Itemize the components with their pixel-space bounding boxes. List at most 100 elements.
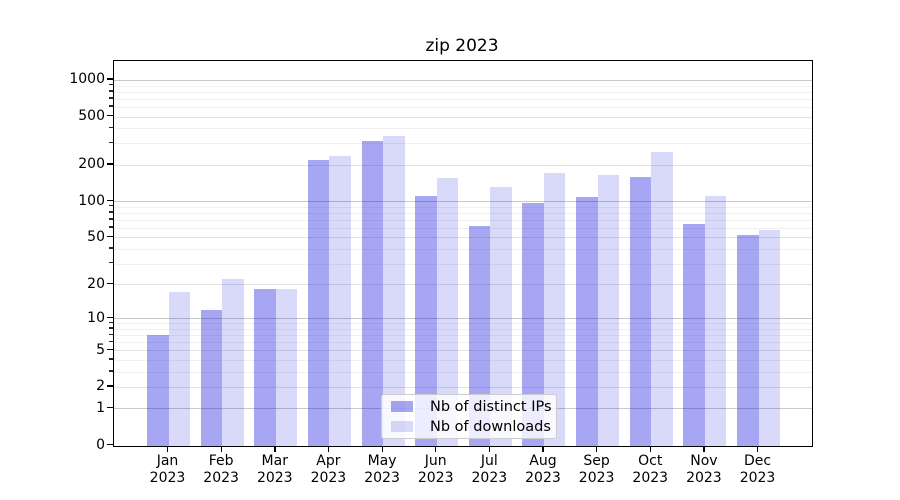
gridline [114, 212, 812, 214]
bar-downloads-jul [490, 186, 512, 446]
x-tick-label: Feb 2023 [203, 453, 239, 486]
x-tick-label: Apr 2023 [310, 453, 347, 486]
x-tick-mark [220, 446, 222, 452]
y-minor-tick-mark [109, 205, 113, 207]
gridline [114, 85, 812, 87]
x-tick-mark [757, 446, 759, 452]
bar-downloads-feb [222, 279, 244, 446]
y-tick-label: 50 [87, 228, 105, 245]
x-tick-mark [327, 446, 330, 452]
bar-distinct-ips-mar [254, 289, 276, 446]
legend: Nb of distinct IPs Nb of downloads [381, 394, 557, 439]
bar-distinct-ips-aug [522, 203, 544, 446]
gridline [114, 143, 812, 145]
y-minor-tick-mark [109, 218, 113, 220]
y-minor-tick-mark [109, 333, 113, 335]
bar-distinct-ips-dec [737, 235, 759, 446]
chart-title: zip 2023 [425, 36, 499, 56]
gridline [114, 342, 812, 344]
gridline [114, 201, 812, 203]
y-minor-tick-mark [109, 340, 113, 342]
y-tick-mark [106, 115, 113, 117]
bar-downloads-aug [543, 173, 566, 446]
y-minor-tick-mark [109, 84, 113, 86]
gridline [114, 128, 812, 130]
y-minor-tick-mark [109, 226, 113, 228]
x-tick-label: Aug 2023 [525, 453, 561, 486]
gridline [114, 248, 812, 250]
gridline [114, 386, 812, 388]
y-minor-tick-mark [109, 141, 113, 144]
x-tick-mark [274, 446, 276, 452]
y-tick-mark [106, 78, 113, 80]
gridline [114, 318, 812, 320]
plot-area: Nb of distinct IPs Nb of downloads [113, 60, 813, 447]
gridline [114, 323, 812, 325]
bar-distinct-ips-jan [147, 335, 169, 446]
bar-distinct-ips-jul [468, 226, 491, 446]
x-tick-mark [435, 446, 437, 452]
y-tick-label: 20 [87, 275, 105, 292]
y-tick-label: 5 [96, 341, 105, 358]
y-minor-tick-mark [109, 97, 113, 99]
bar-downloads-dec [758, 230, 781, 446]
y-tick-label: 1000 [69, 71, 105, 88]
y-tick-label: 1 [96, 399, 105, 416]
y-minor-tick-mark [109, 327, 113, 329]
y-minor-tick-mark [109, 358, 113, 360]
gridline [114, 116, 812, 118]
gridline [114, 164, 812, 166]
x-tick-mark [542, 446, 544, 452]
legend-entry-downloads: Nb of downloads [388, 417, 551, 436]
x-tick-label: Nov 2023 [686, 453, 722, 486]
x-tick-mark [488, 446, 491, 452]
x-tick-mark [167, 446, 169, 452]
x-tick-mark [381, 446, 383, 452]
x-tick-label: Jan 2023 [149, 453, 186, 486]
gridline [114, 359, 812, 361]
y-tick-mark [106, 199, 113, 201]
gridline [114, 371, 812, 373]
legend-entry-distinct-ips: Nb of distinct IPs [388, 397, 552, 416]
x-tick-label: May 2023 [364, 453, 400, 486]
bar-downloads-jun [436, 177, 459, 446]
gridline [114, 227, 812, 229]
gridline [114, 219, 812, 221]
y-tick-label: 200 [78, 156, 105, 173]
legend-label-distinct-ips: Nb of distinct IPs [430, 398, 552, 415]
gridline [114, 79, 812, 81]
gridline [114, 237, 812, 239]
bar-distinct-ips-may [361, 141, 384, 446]
x-tick-label: Jul 2023 [471, 453, 508, 486]
y-tick-mark [106, 163, 113, 165]
bar-distinct-ips-sep [576, 196, 598, 446]
x-tick-label: Oct 2023 [632, 453, 669, 486]
y-minor-tick-mark [109, 247, 113, 249]
y-minor-tick-mark [109, 90, 113, 92]
y-tick-mark [106, 406, 113, 409]
y-minor-tick-mark [109, 262, 113, 264]
bar-distinct-ips-jun [415, 196, 437, 446]
x-tick-label: Jun 2023 [417, 453, 454, 486]
gridline [114, 91, 812, 93]
x-tick-label: Dec 2023 [739, 453, 776, 486]
bar-distinct-ips-oct [629, 176, 652, 446]
bar-distinct-ips-feb [200, 309, 223, 446]
bar-downloads-jan [168, 292, 190, 446]
y-tick-mark [106, 443, 113, 445]
bar-distinct-ips-nov [683, 223, 705, 446]
y-minor-tick-mark [109, 126, 113, 129]
y-tick-mark [106, 385, 113, 387]
y-tick-mark [106, 348, 113, 351]
bar-downloads-nov [704, 196, 727, 446]
gridline [114, 335, 812, 337]
x-tick-label: Sep 2023 [578, 453, 615, 486]
legend-swatch-distinct-ips [391, 401, 413, 412]
gridline [114, 328, 812, 330]
y-tick-mark [106, 235, 113, 238]
legend-label-downloads: Nb of downloads [430, 418, 551, 435]
y-tick-mark [106, 316, 113, 319]
x-tick-label: Mar 2023 [256, 453, 293, 486]
y-tick-label: 0 [96, 436, 105, 453]
